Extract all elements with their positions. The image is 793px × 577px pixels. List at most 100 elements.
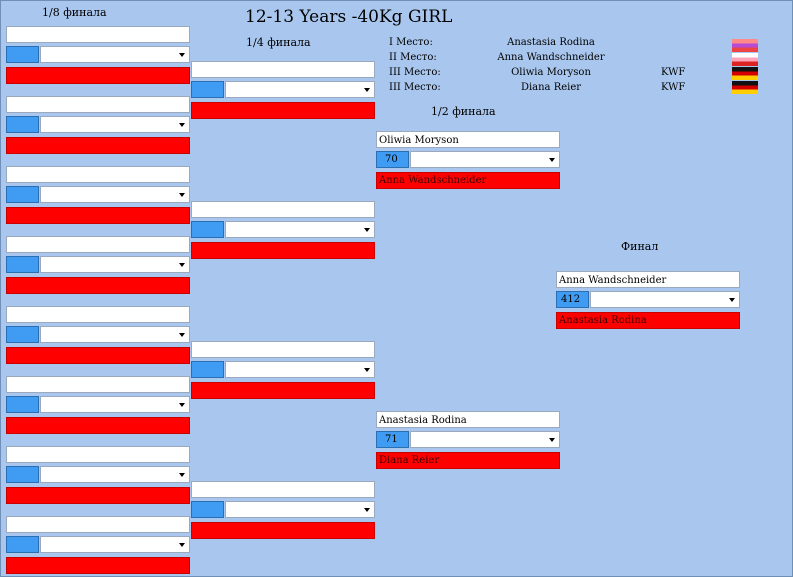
competitor-slot-top[interactable]	[6, 446, 190, 463]
competitor-slot-bottom[interactable]	[191, 242, 375, 259]
score-row	[6, 466, 190, 483]
competitor-slot-top[interactable]	[191, 481, 375, 498]
competitor-slot-bottom[interactable]	[6, 207, 190, 224]
score-row	[6, 46, 190, 63]
competitor-slot-top[interactable]	[6, 166, 190, 183]
chevron-down-icon[interactable]	[179, 543, 185, 547]
winner-select[interactable]	[40, 326, 190, 343]
winner-select[interactable]	[410, 431, 560, 448]
page-title: 12-13 Years -40Kg GIRL	[245, 7, 453, 27]
winner-select[interactable]	[40, 186, 190, 203]
competitor-slot-bottom[interactable]	[6, 67, 190, 84]
score-row: 71	[376, 431, 560, 448]
match-r16	[6, 26, 190, 84]
chevron-down-icon[interactable]	[549, 438, 555, 442]
chevron-down-icon[interactable]	[179, 193, 185, 197]
score-box[interactable]	[6, 256, 39, 273]
winner-select[interactable]	[225, 361, 375, 378]
competitor-slot-top[interactable]: Oliwia Moryson	[376, 131, 560, 148]
competitor-slot-top[interactable]	[6, 306, 190, 323]
competitor-slot-top[interactable]: Anastasia Rodina	[376, 411, 560, 428]
chevron-down-icon[interactable]	[364, 508, 370, 512]
competitor-slot-top[interactable]: Anna Wandschneider	[556, 271, 740, 288]
score-box[interactable]: 412	[556, 291, 589, 308]
competitor-slot-bottom[interactable]	[6, 557, 190, 574]
round-label-sf: 1/2 финала	[431, 105, 496, 118]
chevron-down-icon[interactable]	[364, 368, 370, 372]
chevron-down-icon[interactable]	[364, 228, 370, 232]
competitor-slot-top[interactable]	[6, 376, 190, 393]
winner-select[interactable]	[40, 46, 190, 63]
score-box[interactable]	[6, 536, 39, 553]
score-box[interactable]	[191, 501, 224, 518]
score-box[interactable]	[6, 326, 39, 343]
podium-name: Diana Reier	[520, 82, 582, 93]
podium-place: III Место:	[389, 82, 441, 93]
winner-select[interactable]	[225, 501, 375, 518]
score-row	[191, 361, 375, 378]
score-row	[6, 186, 190, 203]
chevron-down-icon[interactable]	[179, 473, 185, 477]
score-box[interactable]	[6, 466, 39, 483]
competitor-slot-top[interactable]	[6, 26, 190, 43]
score-box[interactable]: 70	[376, 151, 409, 168]
flag-russia-icon	[732, 39, 758, 52]
score-box[interactable]	[6, 186, 39, 203]
score-box[interactable]	[6, 396, 39, 413]
winner-select[interactable]	[410, 151, 560, 168]
score-box[interactable]: 71	[376, 431, 409, 448]
competitor-slot-bottom[interactable]: Anna Wandschneider	[376, 172, 560, 189]
competitor-slot-bottom[interactable]	[6, 137, 190, 154]
competitor-slot-bottom[interactable]: Anastasia Rodina	[556, 312, 740, 329]
competitor-slot-top[interactable]	[191, 61, 375, 78]
competitor-slot-bottom[interactable]	[191, 382, 375, 399]
match-r16	[6, 446, 190, 504]
winner-select[interactable]	[590, 291, 740, 308]
chevron-down-icon[interactable]	[179, 403, 185, 407]
podium-row: II Место: Anna Wandschneider	[389, 52, 709, 67]
chevron-down-icon[interactable]	[179, 53, 185, 57]
competitor-slot-top[interactable]	[191, 341, 375, 358]
competitor-slot-bottom[interactable]	[191, 522, 375, 539]
competitor-slot-top[interactable]	[191, 201, 375, 218]
score-box[interactable]	[191, 221, 224, 238]
score-box[interactable]	[191, 81, 224, 98]
winner-select[interactable]	[40, 256, 190, 273]
competitor-slot-bottom[interactable]	[6, 417, 190, 434]
match-r16	[6, 516, 190, 574]
winner-select[interactable]	[40, 536, 190, 553]
score-row	[191, 221, 375, 238]
podium-name: Anna Wandschneider	[497, 52, 605, 63]
competitor-slot-top[interactable]	[6, 516, 190, 533]
podium-list: I Место: Anastasia Rodina II Место: Anna…	[389, 37, 709, 97]
chevron-down-icon[interactable]	[364, 88, 370, 92]
competitor-slot-bottom[interactable]	[6, 277, 190, 294]
match-qf	[191, 61, 375, 119]
score-box[interactable]	[6, 116, 39, 133]
competitor-slot-bottom[interactable]: Diana Reier	[376, 452, 560, 469]
score-box[interactable]	[191, 361, 224, 378]
match-r16	[6, 166, 190, 224]
score-row	[6, 396, 190, 413]
winner-select[interactable]	[225, 221, 375, 238]
competitor-slot-bottom[interactable]	[6, 487, 190, 504]
chevron-down-icon[interactable]	[179, 123, 185, 127]
winner-select[interactable]	[40, 396, 190, 413]
chevron-down-icon[interactable]	[179, 333, 185, 337]
round-label-r16: 1/8 финала	[42, 6, 107, 19]
winner-select[interactable]	[40, 116, 190, 133]
chevron-down-icon[interactable]	[729, 298, 735, 302]
chevron-down-icon[interactable]	[549, 158, 555, 162]
winner-select[interactable]	[40, 466, 190, 483]
competitor-slot-bottom[interactable]	[191, 102, 375, 119]
competitor-slot-top[interactable]	[6, 96, 190, 113]
score-row	[191, 81, 375, 98]
chevron-down-icon[interactable]	[179, 263, 185, 267]
score-box[interactable]	[6, 46, 39, 63]
podium-row: I Место: Anastasia Rodina	[389, 37, 709, 52]
match-qf	[191, 341, 375, 399]
competitor-slot-bottom[interactable]	[6, 347, 190, 364]
competitor-slot-top[interactable]	[6, 236, 190, 253]
winner-select[interactable]	[225, 81, 375, 98]
podium-place: III Место:	[389, 67, 441, 78]
